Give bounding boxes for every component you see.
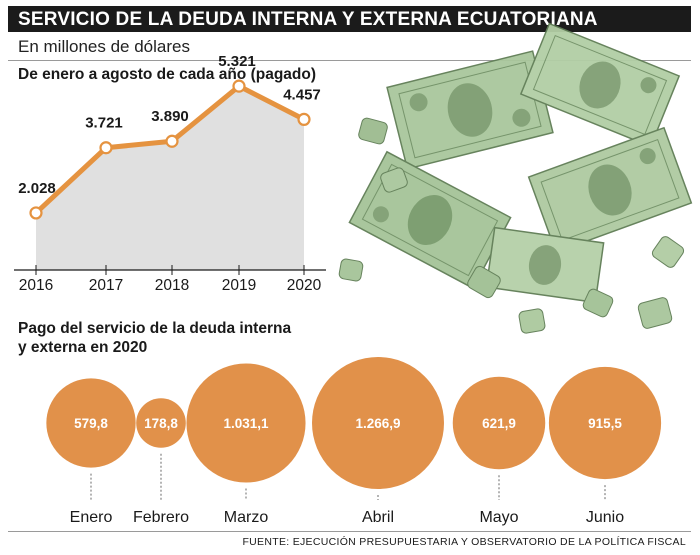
subtitle-row: En millones de dólares (8, 34, 691, 61)
x-tick-label: 2016 (19, 277, 53, 294)
data-point (29, 206, 43, 220)
data-point (232, 79, 246, 93)
bubble (452, 376, 546, 470)
bubble-value-label: 621,9 (482, 416, 516, 431)
x-tick-label: 2019 (222, 277, 256, 294)
month-label: Mayo (479, 509, 518, 526)
line-chart-title: De enero a agosto de cada año (pagado) (18, 66, 317, 83)
x-tick-label: 2017 (89, 277, 123, 294)
data-label: 5.321 (218, 53, 256, 70)
bubble (548, 366, 662, 480)
bubble (312, 357, 444, 489)
data-point (165, 134, 179, 148)
data-point (99, 141, 113, 155)
bubble-value-label: 1.031,1 (223, 416, 269, 431)
month-label: Junio (586, 509, 624, 526)
bubble (136, 398, 186, 448)
month-label: Enero (70, 509, 113, 526)
month-label: Abril (362, 509, 394, 526)
area-fill (36, 86, 304, 270)
units-subtitle: En millones de dólares (18, 37, 190, 56)
bubble-value-label: 915,5 (588, 416, 622, 431)
month-label: Marzo (224, 509, 269, 526)
bubble (46, 378, 136, 468)
bubble-chart-title-line1: Pago del servicio de la deuda interna (18, 320, 292, 337)
bubble-value-label: 1.266,9 (355, 416, 400, 431)
title-bar: SERVICIO DE LA DEUDA INTERNA Y EXTERNA E… (8, 6, 691, 32)
bubble-chart: 579,8 Enero 178,8 Febrero 1.031,1 Marzo 1.266,… (46, 357, 662, 526)
bubble-value-label: 178,8 (144, 416, 178, 431)
data-label: 2.028 (18, 180, 56, 197)
data-point (297, 112, 311, 127)
data-label: 3.721 (85, 115, 123, 132)
source-footer: FUENTE: EJECUCIÓN PRESUPUESTARIA Y OBSER… (242, 536, 686, 548)
x-tick-label: 2020 (287, 277, 322, 294)
bubble-value-label: 579,8 (74, 416, 108, 431)
data-label: 4.457 (283, 86, 321, 103)
data-label: 3.890 (151, 108, 189, 125)
month-label: Febrero (133, 509, 189, 526)
bubble (186, 363, 306, 483)
bubble-chart-title-line2: y externa en 2020 (18, 339, 148, 356)
footer-divider (8, 531, 691, 532)
x-tick-label: 2018 (155, 277, 189, 294)
area-chart: 2016 2017 2018 2019 2020 2.028 3.721 3.890 5.321… (14, 53, 326, 294)
page-title: SERVICIO DE LA DEUDA INTERNA Y EXTERNA E… (18, 9, 598, 30)
